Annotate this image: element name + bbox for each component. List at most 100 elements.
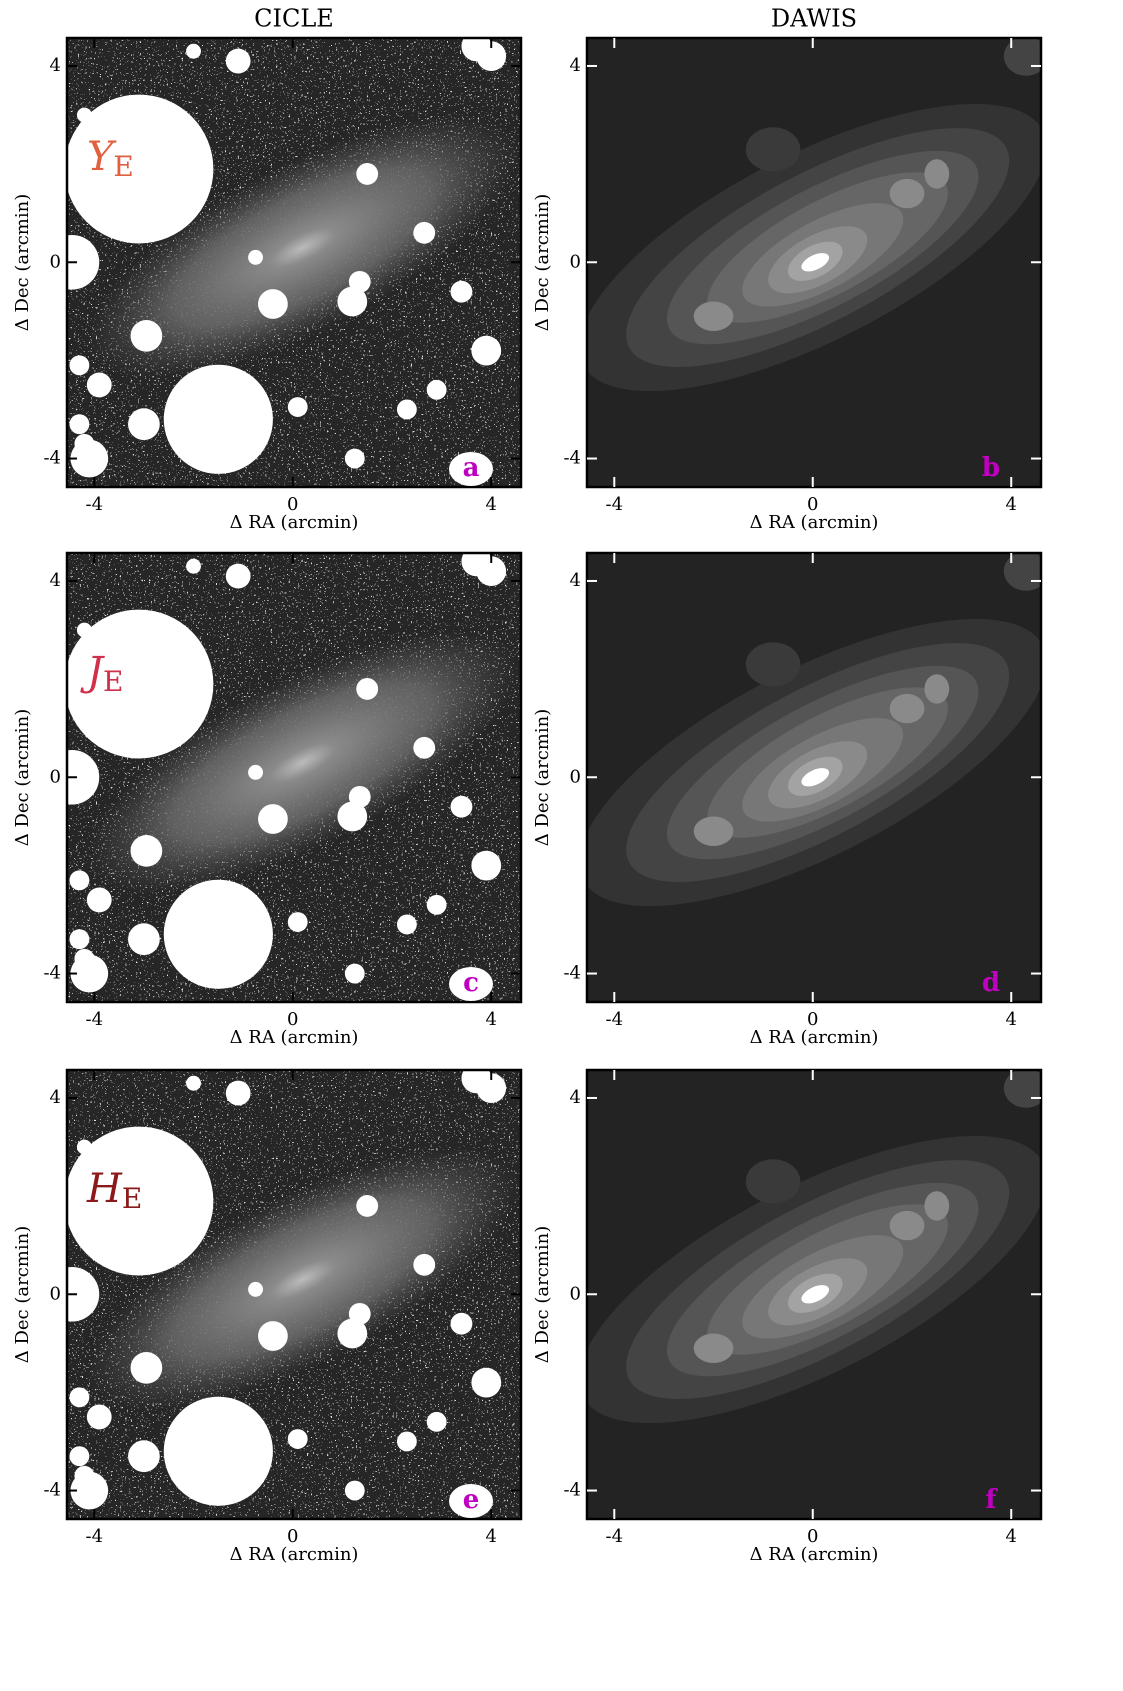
y-tick-label: 0 [50,766,61,787]
mask-circle [128,408,160,441]
x-tick-label: -4 [86,1009,104,1030]
mask-circle [69,1446,90,1467]
mask-circle [76,1139,92,1155]
diffuse-light [87,631,519,894]
mask-circle [86,372,112,398]
band-subscript: E [113,150,133,183]
y-tick-label: -4 [43,963,61,984]
contour-blob [889,178,925,209]
mask-circle [461,1070,492,1094]
mask-circle [248,764,263,780]
mask-circle [69,870,90,891]
mask-circle [426,1411,447,1432]
mask-circle [67,1126,214,1276]
band-label: HE [86,1166,142,1215]
mask-circle [413,736,436,759]
x-axis-label: Δ RA (arcmin) [750,1027,879,1048]
panel-image [587,553,1041,1002]
mask-circle [344,963,365,984]
mask-circle [287,912,308,932]
band-label: YE [87,134,134,183]
mask-circle [471,335,502,366]
mask-circle [74,1465,95,1486]
band-symbol: Y [87,134,117,180]
mask-circle [413,1253,436,1276]
panel-label: e [463,1485,480,1515]
panel-label: f [985,1485,998,1515]
mask-circle [130,834,163,867]
y-tick-label: -4 [43,448,61,469]
panel-label: c [463,968,479,998]
x-axis-label: Δ RA (arcmin) [750,1544,879,1565]
x-tick-label: -4 [606,1009,624,1030]
y-tick-label: -4 [563,1480,581,1501]
mask-circle [356,163,379,185]
mask-circle [258,804,288,834]
mask-circle [128,1440,160,1473]
mask-circle [69,355,90,376]
mask-circle [225,1080,251,1106]
x-tick-label: 4 [486,1526,497,1547]
panel-image [67,553,521,1002]
y-tick-label: 0 [50,251,61,272]
mask-circle [86,887,112,913]
panel-image [587,1070,1041,1519]
y-tick-label: 4 [570,55,581,76]
contour-blob [889,693,925,724]
x-tick-label: 0 [287,494,298,515]
mask-circle [186,43,201,59]
mask-circle [413,221,436,244]
y-tick-label: -4 [563,963,581,984]
x-tick-label: 0 [807,1526,818,1547]
mask-circle [344,1480,365,1501]
y-axis-label: Δ Dec (arcmin) [532,709,553,847]
mask-circle [450,795,473,818]
mask-circle [471,1367,502,1398]
y-tick-label: 4 [50,570,61,591]
mask-circle [344,448,365,469]
panel-image [587,38,1041,487]
panel-label: a [463,453,480,483]
mask-circle [287,397,308,417]
x-tick-label: 0 [807,494,818,515]
label-backdrop [449,967,493,1001]
mask-circle [69,414,90,435]
mask-circle [86,1404,112,1430]
mask-circle [471,850,502,881]
mask-circle [396,914,417,935]
y-tick-label: -4 [563,448,581,469]
mask-circle [337,801,368,832]
mask-circle [76,622,92,638]
x-axis-label: Δ RA (arcmin) [750,512,879,533]
x-tick-label: -4 [606,1526,624,1547]
y-tick-label: 4 [570,1087,581,1108]
mask-circle [461,553,492,577]
x-tick-label: -4 [86,1526,104,1547]
y-axis-label: Δ Dec (arcmin) [532,194,553,332]
x-tick-label: 4 [486,494,497,515]
contour-blob [889,1210,925,1241]
mask-circle [337,286,368,317]
contour-blob [924,674,950,704]
y-tick-label: 4 [50,55,61,76]
mask-circle [258,1321,288,1351]
mask-circle [248,1281,263,1297]
mask-circle [396,399,417,420]
x-axis-label: Δ RA (arcmin) [230,1544,359,1565]
contour-level [801,1285,830,1304]
mask-circle [258,289,288,319]
mask-circle [450,280,473,303]
y-tick-label: 4 [50,1087,61,1108]
panel-image [67,38,521,487]
diffuse-light [87,116,519,379]
panel-label: d [982,968,1000,998]
mask-circle [69,1387,90,1408]
mask-circle [356,1195,379,1217]
mask-circle [130,319,163,352]
x-tick-label: 4 [1006,1526,1017,1547]
mask-circle [450,1312,473,1335]
mask-circle [461,38,492,62]
y-axis-label: Δ Dec (arcmin) [12,194,33,332]
mask-circle [67,609,214,759]
